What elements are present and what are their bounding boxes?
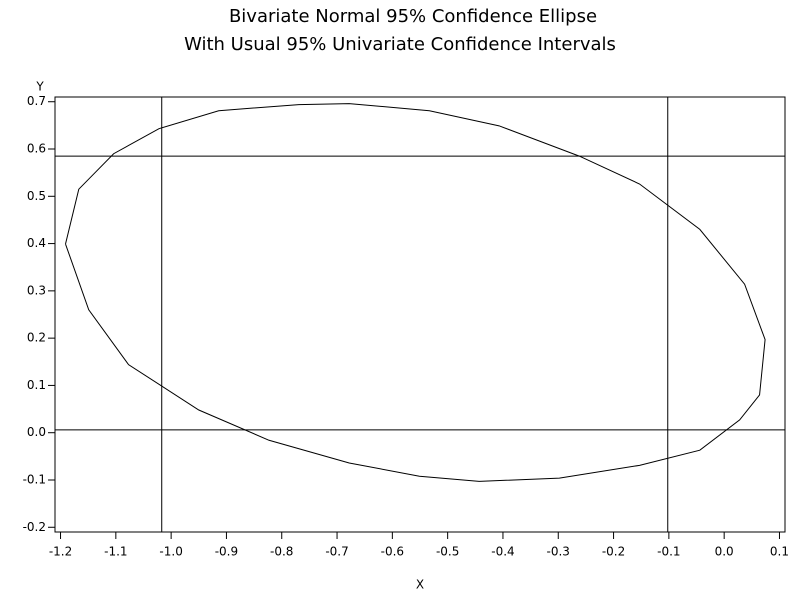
- x-tick-label: 0.0: [715, 545, 734, 559]
- y-tick-label: -0.2: [23, 520, 46, 534]
- x-tick-label: -0.6: [381, 545, 404, 559]
- x-tick-label: -0.9: [215, 545, 238, 559]
- x-tick-label: -0.1: [657, 545, 680, 559]
- y-tick-label: 0.6: [27, 142, 46, 156]
- y-tick-label: 0.3: [27, 283, 46, 297]
- plot-frame: [54, 96, 786, 533]
- x-tick-label: 0.1: [770, 545, 789, 559]
- x-tick-label: -1.2: [49, 545, 72, 559]
- x-tick-label: -0.7: [325, 545, 348, 559]
- x-tick-label: -0.5: [436, 545, 459, 559]
- x-tick-label: -0.4: [491, 545, 514, 559]
- x-axis-label: X: [416, 578, 424, 592]
- y-tick-label: 0.2: [27, 331, 46, 345]
- chart-subtitle: With Usual 95% Univariate Confidence Int…: [184, 34, 616, 55]
- y-axis-label: Y: [35, 80, 44, 94]
- y-tick-label: 0.1: [27, 378, 46, 392]
- y-tick-label: 0.7: [27, 94, 46, 108]
- chart-title: Bivariate Normal 95% Confidence Ellipse: [229, 6, 597, 27]
- y-tick-label: 0.4: [27, 236, 46, 250]
- ellipse: [65, 103, 766, 482]
- x-tick-label: -1.1: [104, 545, 127, 559]
- y-tick-label: 0.5: [27, 189, 46, 203]
- y-tick-label: -0.1: [23, 472, 46, 486]
- x-tick-label: -1.0: [159, 545, 182, 559]
- y-tick-label: 0.0: [27, 425, 46, 439]
- x-tick-label: -0.2: [602, 545, 625, 559]
- x-tick-label: -0.3: [547, 545, 570, 559]
- x-tick-label: -0.8: [270, 545, 293, 559]
